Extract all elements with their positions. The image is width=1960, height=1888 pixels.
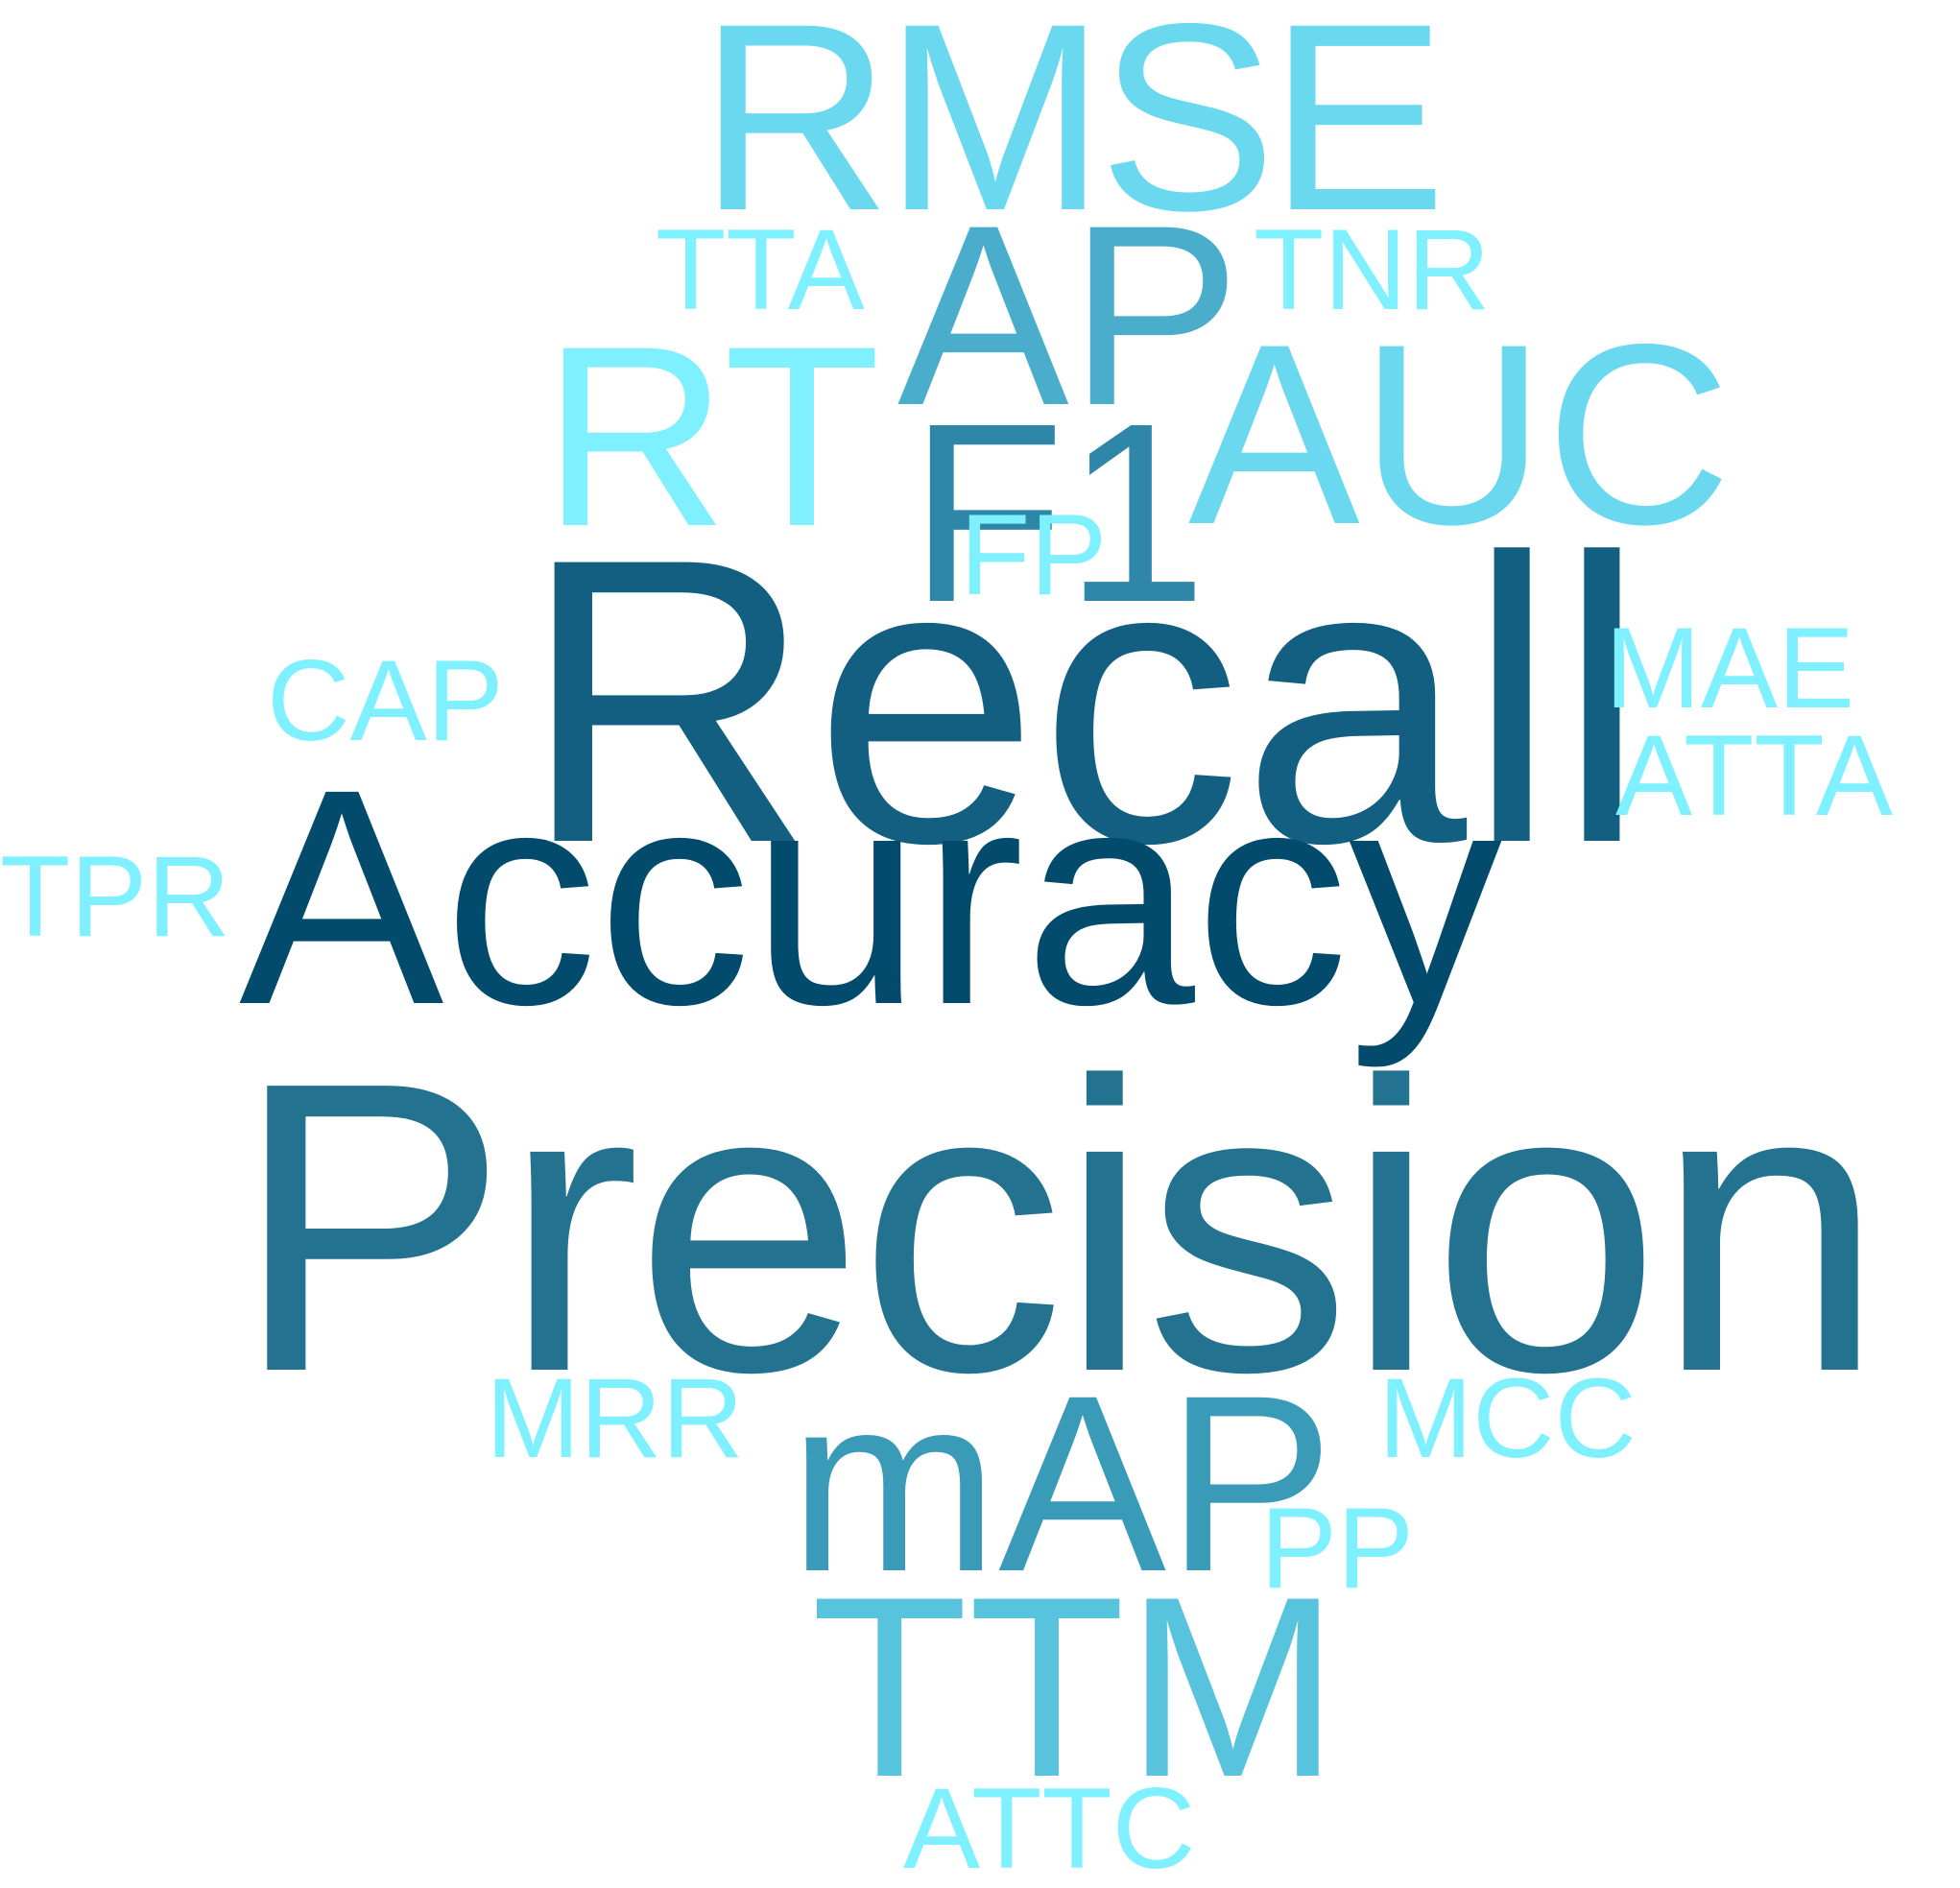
word-auc: AUC: [1188, 290, 1732, 578]
word-rt: RT: [542, 292, 881, 580]
word-f1: F1: [909, 370, 1207, 656]
word-tta: TTA: [656, 205, 865, 334]
word-map: mAP: [789, 1343, 1334, 1624]
word-attc: ATTC: [903, 1764, 1196, 1888]
word-mrr: MRR: [486, 1355, 744, 1482]
word-accuracy: Accuracy: [239, 725, 1502, 1068]
word-recall: Recall: [521, 475, 1647, 927]
word-precision: Precision: [233, 997, 1885, 1458]
word-mae: MAE: [1605, 604, 1855, 732]
word-cap: CAP: [267, 636, 504, 765]
word-tpr: TPR: [0, 832, 230, 961]
word-fp: FP: [960, 490, 1108, 619]
word-ttm: TTM: [811, 1542, 1340, 1830]
word-tnr: TNR: [1254, 205, 1491, 334]
word-rmse: RMSE: [699, 0, 1446, 266]
word-ap: AP: [897, 171, 1241, 459]
word-atta: ATTA: [1615, 711, 1893, 840]
word-mcc: MCC: [1378, 1355, 1637, 1482]
word-pp: PP: [1260, 1484, 1415, 1613]
